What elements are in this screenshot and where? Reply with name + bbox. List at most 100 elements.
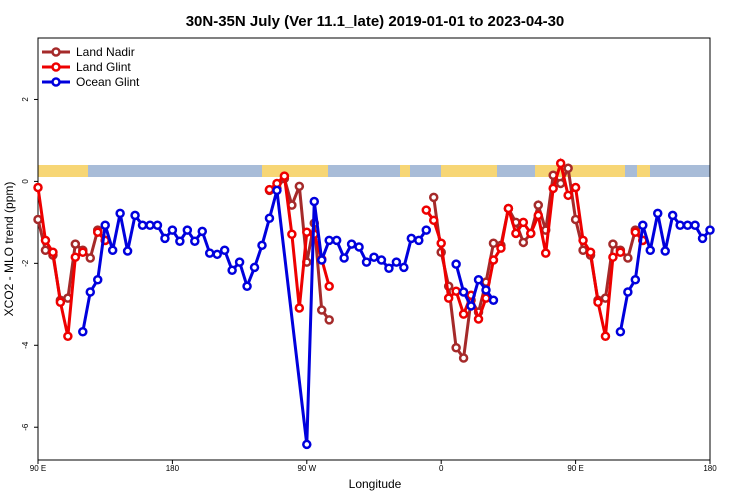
point — [354, 242, 364, 252]
point — [630, 274, 641, 285]
point — [78, 327, 88, 337]
point — [481, 285, 491, 295]
point — [518, 237, 529, 248]
legend-marker — [51, 77, 61, 87]
point — [451, 286, 461, 296]
point — [488, 238, 499, 249]
x-tick-label: 180 — [703, 464, 717, 473]
point — [346, 239, 357, 249]
chart-title: 30N-35N July (Ver 11.1_late) 2019-01-01 … — [186, 13, 565, 30]
plot-frame — [37, 37, 711, 461]
point — [458, 309, 469, 319]
y-tick-label: -2 — [21, 259, 30, 267]
point — [421, 205, 432, 215]
point — [533, 200, 544, 210]
point — [70, 252, 81, 262]
point — [593, 297, 603, 308]
point — [152, 220, 163, 230]
point — [660, 246, 670, 256]
x-tick-label: 90 E — [567, 464, 583, 473]
point — [615, 327, 626, 337]
point — [488, 255, 499, 265]
y-axis-label: XCO2 - MLO trend (ppm) — [2, 182, 16, 317]
x-tick-label: 90 W — [297, 464, 316, 473]
y-tick-label: 2 — [21, 97, 30, 102]
point — [48, 247, 58, 258]
point — [615, 247, 626, 258]
point — [533, 210, 544, 221]
point — [92, 274, 103, 285]
point — [570, 182, 581, 193]
point — [473, 314, 484, 324]
point — [40, 235, 51, 246]
point — [451, 259, 461, 269]
point — [391, 257, 402, 267]
point — [682, 220, 693, 230]
point — [697, 233, 708, 244]
x-tick-label: 90 E — [30, 464, 46, 473]
point — [257, 240, 267, 251]
point — [145, 220, 155, 230]
point — [503, 203, 514, 214]
point — [167, 225, 178, 235]
point — [63, 331, 73, 342]
x-axis-label: Longitude — [349, 477, 402, 491]
point — [578, 235, 588, 246]
point — [160, 233, 170, 244]
point — [287, 229, 297, 240]
surface-strip — [38, 165, 710, 177]
legend-label: Land Nadir — [76, 45, 135, 59]
point — [309, 196, 320, 207]
point — [623, 287, 633, 297]
point — [570, 214, 581, 225]
point — [107, 245, 118, 255]
point — [190, 236, 200, 246]
point — [302, 227, 312, 237]
point — [234, 257, 245, 267]
point — [578, 245, 588, 255]
series-line — [81, 190, 428, 445]
point — [272, 185, 282, 196]
point — [264, 213, 275, 224]
point — [294, 303, 305, 313]
point — [85, 287, 96, 297]
point — [316, 305, 327, 315]
point — [600, 331, 611, 342]
point — [638, 220, 648, 230]
point — [78, 247, 88, 258]
point — [130, 210, 140, 221]
point — [406, 233, 417, 244]
point — [242, 281, 252, 292]
point — [279, 171, 290, 181]
point — [466, 301, 476, 311]
point — [555, 158, 566, 169]
point — [137, 220, 148, 230]
point — [175, 236, 185, 246]
point — [369, 252, 379, 262]
point — [361, 257, 372, 267]
point — [690, 220, 700, 230]
point — [436, 238, 446, 249]
point — [526, 228, 536, 239]
point — [496, 243, 506, 253]
point — [212, 249, 222, 260]
point — [428, 215, 439, 226]
point — [458, 287, 469, 297]
point — [608, 252, 618, 262]
point — [451, 342, 461, 353]
point — [70, 239, 81, 249]
legend-marker — [51, 62, 61, 72]
point — [264, 184, 275, 195]
point — [339, 253, 349, 263]
point — [563, 190, 573, 201]
point — [55, 297, 66, 308]
point — [428, 192, 439, 203]
point — [652, 208, 663, 219]
point — [115, 208, 125, 219]
point — [324, 235, 334, 246]
point — [675, 220, 685, 230]
point — [645, 245, 656, 255]
x-tick-label: 0 — [439, 464, 444, 473]
point — [540, 248, 551, 258]
